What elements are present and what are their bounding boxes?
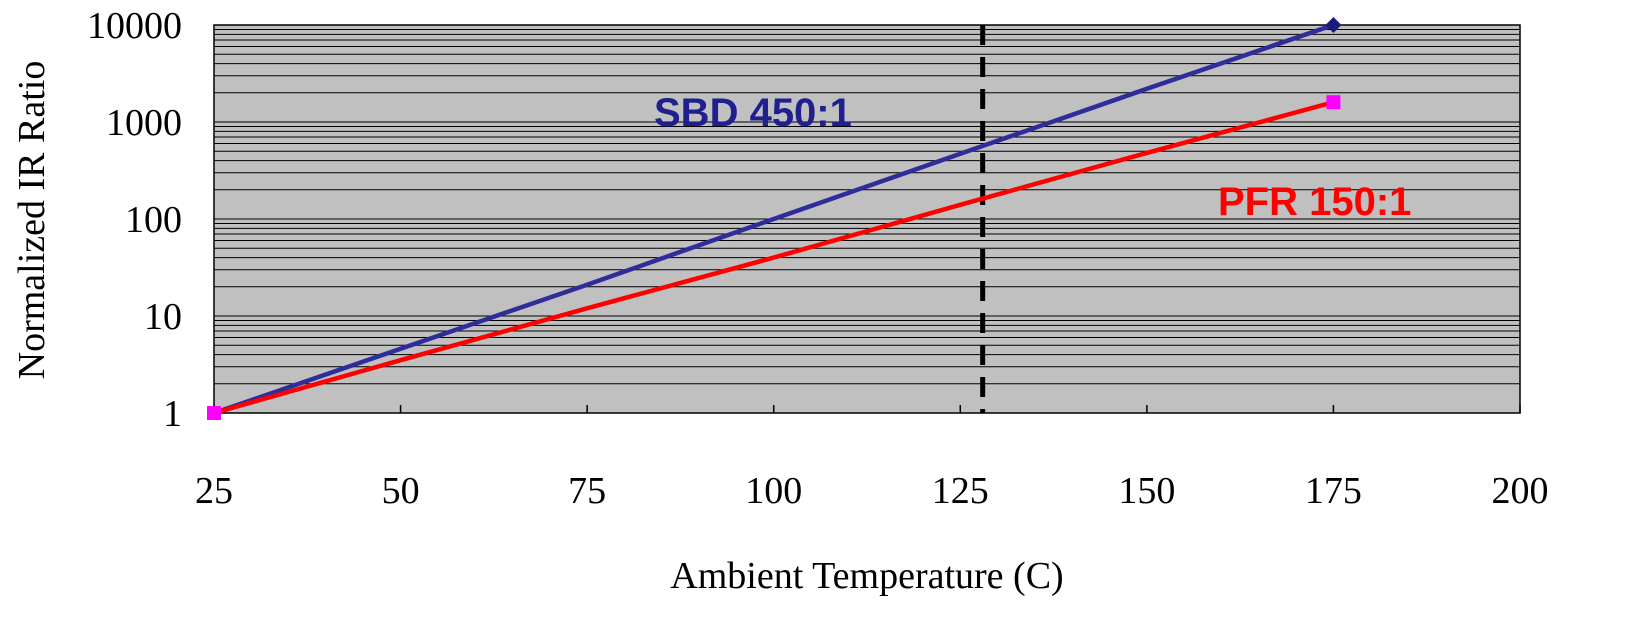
series-line-0 [213,22,1335,416]
series-start-marker [207,406,221,420]
annotation-sbd: SBD 450:1 [654,91,852,135]
x-tick-label: 175 [1305,470,1362,512]
y-tick-label: 1000 [106,102,182,144]
x-tick-marks [213,405,1521,413]
series-line-1 [213,100,1334,416]
y-tick-label: 100 [125,199,182,241]
x-tick-label: 125 [932,470,989,512]
series-end-marker-1 [1326,95,1341,110]
x-tick-labels: 25 50 75 100 125 150 175 200 [195,470,1549,512]
x-tick-label: 50 [382,470,420,512]
grid-lines [214,24,1520,414]
y-tick-label: 10000 [87,5,182,47]
series-layer [207,17,1342,420]
x-tick-label: 25 [195,470,233,512]
y-tick-labels: 1 10 100 1000 10000 [87,5,182,435]
x-axis-title: Ambient Temperature (C) [670,555,1063,597]
y-axis-title: Normalized IR Ratio [11,61,53,380]
x-tick-label: 100 [745,470,802,512]
x-tick-label: 75 [568,470,606,512]
x-tick-label: 200 [1492,470,1549,512]
x-tick-label: 150 [1118,470,1175,512]
y-tick-label: 10 [144,296,182,338]
series-end-marker-0 [1325,17,1342,33]
y-tick-label: 1 [163,393,182,435]
annotation-pfr: PFR 150:1 [1218,180,1411,224]
